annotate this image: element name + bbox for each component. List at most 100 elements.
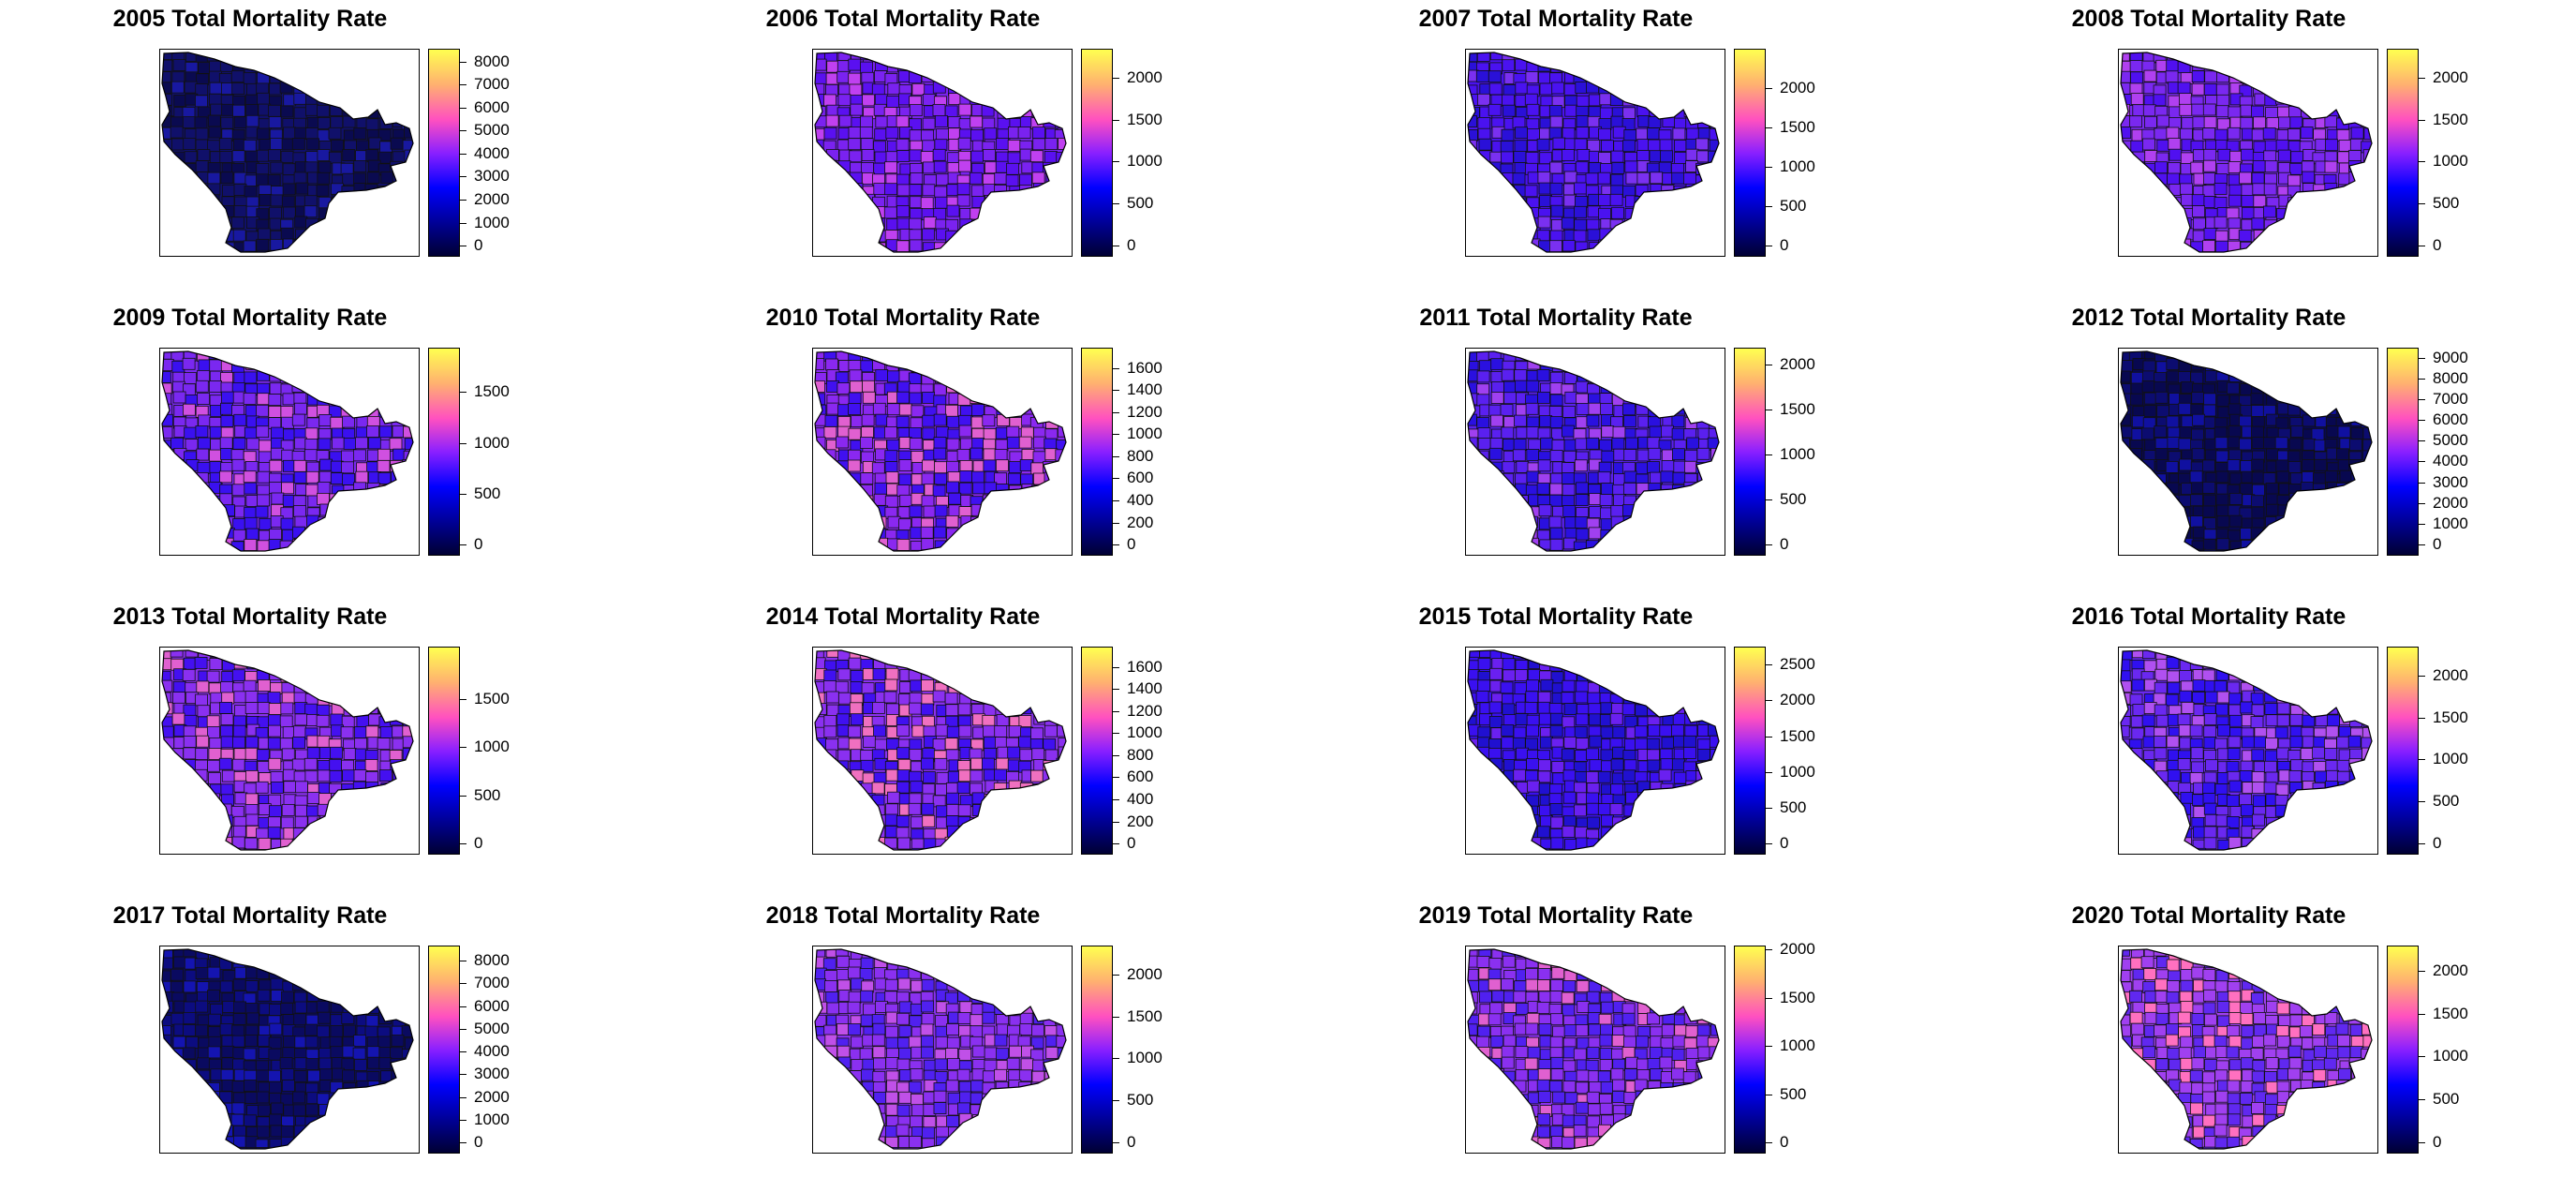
tract-cell	[1044, 116, 1056, 127]
tract-cell	[826, 73, 838, 84]
tract-cell	[922, 693, 934, 705]
tract-cell	[960, 470, 972, 482]
tract-cell	[391, 197, 403, 208]
tract-cell	[1058, 505, 1070, 516]
tract-cell	[257, 426, 269, 438]
tract-cell	[1070, 817, 1072, 828]
tract-cell	[329, 552, 341, 555]
tract-cell	[851, 496, 864, 507]
tract-cell	[402, 648, 414, 659]
tract-cell	[2349, 440, 2361, 451]
scale-tick-label: 3000	[474, 167, 510, 186]
tract-cell	[1611, 784, 1623, 796]
tract-cell	[1525, 94, 1537, 105]
tract-cell	[404, 474, 416, 485]
tract-cell	[2141, 473, 2154, 484]
tract-cell	[171, 438, 184, 449]
tract-cell	[1070, 127, 1072, 139]
tract-cell	[283, 164, 295, 175]
tract-cell	[416, 694, 419, 706]
tract-cell	[1515, 473, 1527, 484]
tract-cell	[417, 93, 420, 104]
tract-cell	[355, 818, 367, 829]
tract-cell	[416, 231, 419, 242]
tract-cell	[257, 150, 269, 161]
tract-cell	[416, 541, 419, 552]
tract-cell	[1611, 349, 1623, 359]
tract-cell	[1673, 252, 1685, 256]
tract-cell	[1710, 50, 1722, 60]
tract-cell	[1466, 840, 1478, 851]
tract-cell	[259, 229, 271, 240]
tract-cell	[1503, 208, 1516, 219]
tract-cell	[1686, 506, 1698, 517]
tract-cell	[2376, 463, 2377, 474]
tract-cell	[2253, 669, 2265, 680]
tract-cell	[921, 253, 933, 256]
tract-cell	[876, 414, 888, 425]
tract-cell	[1044, 552, 1057, 555]
scale-tick-label: 5000	[474, 121, 510, 140]
tract-cell	[184, 826, 196, 837]
tract-cell	[1599, 153, 1611, 164]
tract-cell	[1695, 383, 1708, 395]
tract-cell	[2325, 470, 2337, 482]
tract-cell	[185, 440, 198, 451]
tract-cell	[1637, 553, 1650, 555]
tract-cell	[1686, 71, 1698, 82]
tract-cell	[1650, 818, 1662, 829]
tract-cell	[1045, 139, 1058, 150]
tract-cell	[946, 816, 958, 827]
tract-cell	[995, 173, 1007, 185]
color-scale-bar	[1081, 49, 1113, 257]
tract-cell	[1033, 404, 1045, 415]
tract-cell	[354, 682, 366, 693]
tract-cell	[160, 50, 172, 60]
tract-cell	[210, 381, 222, 393]
tract-cell	[983, 816, 995, 827]
tract-cell	[994, 850, 1006, 854]
tract-cell	[1721, 658, 1725, 669]
tract-cell	[2327, 516, 2339, 528]
tract-cell	[342, 716, 354, 727]
tract-cell	[925, 648, 937, 659]
scale-tick-label: 1000	[1127, 425, 1162, 443]
tract-cell	[1515, 829, 1527, 841]
tract-cell	[849, 229, 861, 240]
choropleth-map	[160, 50, 419, 256]
tract-cell	[392, 219, 404, 231]
tract-cell	[1648, 462, 1660, 473]
tract-cell	[342, 243, 354, 254]
tract-cell	[258, 52, 270, 63]
tract-cell	[1541, 254, 1553, 256]
tract-cell	[405, 660, 417, 671]
tract-cell	[184, 748, 196, 759]
tract-cell	[2288, 253, 2301, 256]
tract-cell	[305, 128, 318, 140]
tract-cell	[1600, 108, 1612, 119]
tract-cell	[1492, 186, 1504, 197]
tract-cell	[1710, 216, 1722, 228]
tract-cell	[1008, 395, 1020, 406]
tract-cell	[2291, 425, 2303, 437]
tract-cell	[197, 186, 209, 197]
tract-cell	[1686, 218, 1698, 230]
tract-cell	[2374, 129, 2377, 141]
tract-cell	[1056, 648, 1068, 658]
tract-cell	[2339, 406, 2351, 417]
tract-cell	[972, 360, 985, 371]
tract-cell	[1710, 496, 1723, 507]
tract-cell	[1601, 703, 1613, 714]
tract-cell	[2324, 241, 2336, 252]
tract-cell	[392, 529, 405, 541]
tract-cell	[184, 207, 196, 218]
tract-cell	[972, 85, 985, 97]
tract-cell	[982, 369, 994, 380]
tract-cell	[269, 117, 281, 128]
tract-cell	[2340, 648, 2352, 659]
tract-cell	[2302, 72, 2314, 83]
tract-cell	[402, 242, 414, 253]
tract-cell	[183, 194, 195, 205]
tract-cell	[1709, 552, 1721, 555]
